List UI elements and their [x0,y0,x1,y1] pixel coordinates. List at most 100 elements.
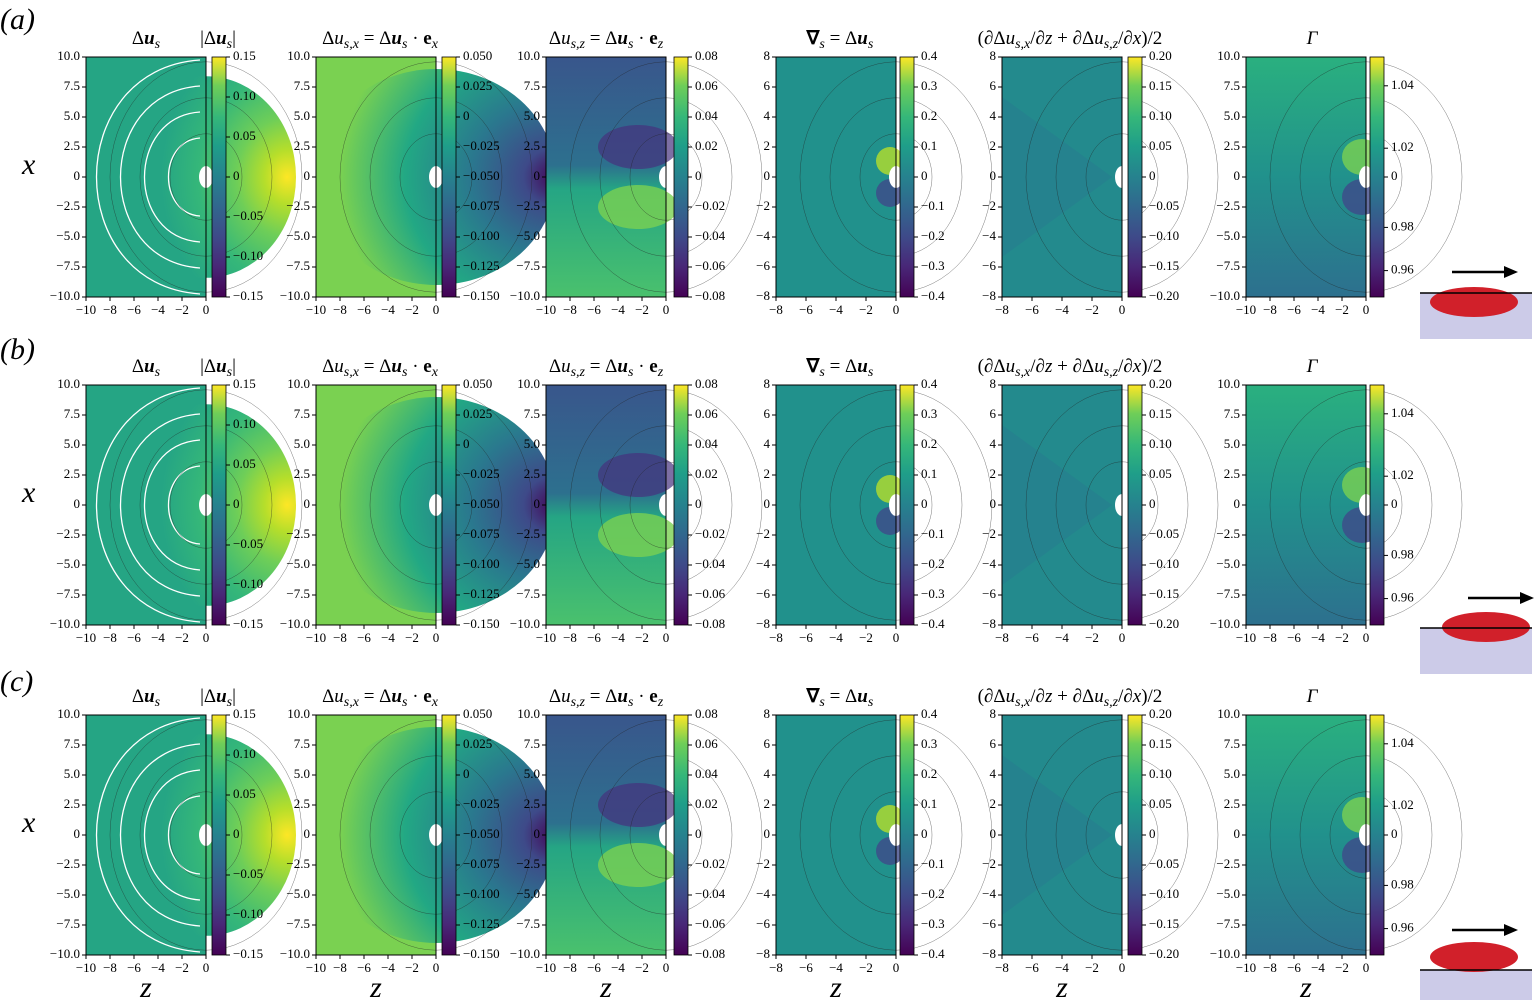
colorbar-tick-label: 0.025 [463,78,492,93]
colorbar-tick-label: −0.15 [233,288,263,303]
x-tick-label: −2 [1085,960,1099,975]
colorbar-tick-label: −0.10 [233,248,263,263]
x-tick-label: −2 [635,960,649,975]
field-trough [598,125,678,169]
title-part: u [216,356,227,377]
panel-title: Δus [132,686,161,710]
y-tick-label: 2.5 [294,466,310,481]
y-tick-label: −10.0 [1210,288,1240,303]
title-part: /∂ [1030,356,1045,377]
y-tick-label: 2 [990,138,997,153]
panel-title: Δus,x = Δus · ex [322,686,439,710]
colorbar-tick-label: 0.10 [1149,436,1172,451]
y-tick-label: −10.0 [280,616,310,631]
y-tick-label: −4 [982,886,996,901]
axis-label: x [21,806,36,839]
title-part: Δ [549,28,561,49]
field-wedge [1002,97,1112,257]
title-part: u [561,28,571,49]
y-tick-label: −5.0 [56,886,80,901]
x-tick-label: 0 [893,630,900,645]
colorbar-tick-label: −0.3 [921,258,945,273]
title-part: u [857,356,868,377]
colorbar-tick-label: 0.20 [1149,706,1172,721]
y-tick-label: 2.5 [524,466,540,481]
panel-title: Δus,z = Δus · ez [549,356,664,380]
panel-title: |Δus| [200,686,236,710]
streamline [144,769,201,901]
colorbar-tick-label: −0.4 [921,288,945,303]
contour-panel [776,385,993,625]
y-tick-label: 5.0 [524,108,540,123]
panel-title: Δus,x = Δus · ex [322,356,439,380]
title-part: z [1044,28,1053,49]
y-tick-label: 5.0 [64,766,80,781]
colorbar-tick-label: 0.10 [233,88,256,103]
title-part: + ∂Δ [1052,28,1094,49]
title-part: · [407,686,423,707]
y-tick-label: −2.5 [516,526,540,541]
title-part: s [402,37,408,52]
colorbar-tick-label: 0.20 [1149,376,1172,391]
x-tick-label: −4 [829,630,843,645]
y-tick-label: 8 [990,376,997,391]
panel-title: Δus [132,28,161,52]
y-tick-label: −2.5 [56,526,80,541]
x-tick-label: −10 [76,960,96,975]
y-tick-label: −2.5 [516,198,540,213]
title-part: = Δ [825,356,857,377]
x-tick-label: −4 [611,960,625,975]
title-part: u [216,28,227,49]
colorbar-tick-label: −0.05 [233,866,263,881]
colorbar [673,56,689,298]
y-tick-label: 7.5 [1224,78,1240,93]
x-tick-label: −8 [1263,302,1277,317]
colorbar-tick-label: 0.98 [1391,546,1414,561]
title-part: z [657,695,664,710]
colorbar-tick-label: −0.02 [695,526,725,541]
x-tick-label: −4 [1311,302,1325,317]
y-tick-label: 2.5 [524,796,540,811]
title-part: /∂ [1118,356,1133,377]
field [1246,715,1366,955]
y-tick-label: 6 [764,78,771,93]
title-part: s,z [1104,695,1119,710]
y-tick-label: −2 [756,198,770,213]
title-part: s,z [1104,365,1119,380]
x-tick-label: 0 [663,302,670,317]
x-tick-label: 0 [433,630,440,645]
streamline [119,413,201,597]
colorbar-tick-label: 0 [921,168,928,183]
colorbar [673,384,689,626]
y-tick-label: 0 [1234,168,1241,183]
x-tick-label: −4 [151,302,165,317]
y-tick-label: 10.0 [517,48,540,63]
y-tick-label: −7.5 [516,916,540,931]
field-trough [598,453,678,497]
title-part: s [402,695,408,710]
title-part: s [628,37,634,52]
y-tick-label: 2.5 [524,138,540,153]
x-tick-label: 0 [433,960,440,975]
y-tick-label: −7.5 [286,258,310,273]
x-tick-label: −6 [127,960,141,975]
title-part: x [431,37,439,52]
y-tick-label: −8 [756,946,770,961]
colorbar-tick-label: 0.04 [695,436,718,451]
streamline [168,795,201,875]
colorbar-tick-label: −0.10 [1149,886,1179,901]
panel-title: Δus,x = Δus · ex [322,28,439,52]
colorbar-tick-label: 1.04 [1391,735,1414,750]
x-tick-label: −8 [995,960,1009,975]
colorbar-tick-label: −0.20 [1149,616,1179,631]
x-tick-label: −2 [1085,630,1099,645]
colorbar-tick-label: −0.050 [463,496,500,511]
colorbar-tick-label: −0.125 [463,258,500,273]
y-tick-label: −2.5 [1216,856,1240,871]
colorbar-tick-label: −0.08 [695,946,725,961]
colorbar-tick-label: 0.05 [1149,138,1172,153]
colorbar-tick-label: −0.04 [695,556,726,571]
x-tick-label: −6 [587,630,601,645]
field [1246,385,1366,625]
y-tick-label: 2 [764,796,771,811]
